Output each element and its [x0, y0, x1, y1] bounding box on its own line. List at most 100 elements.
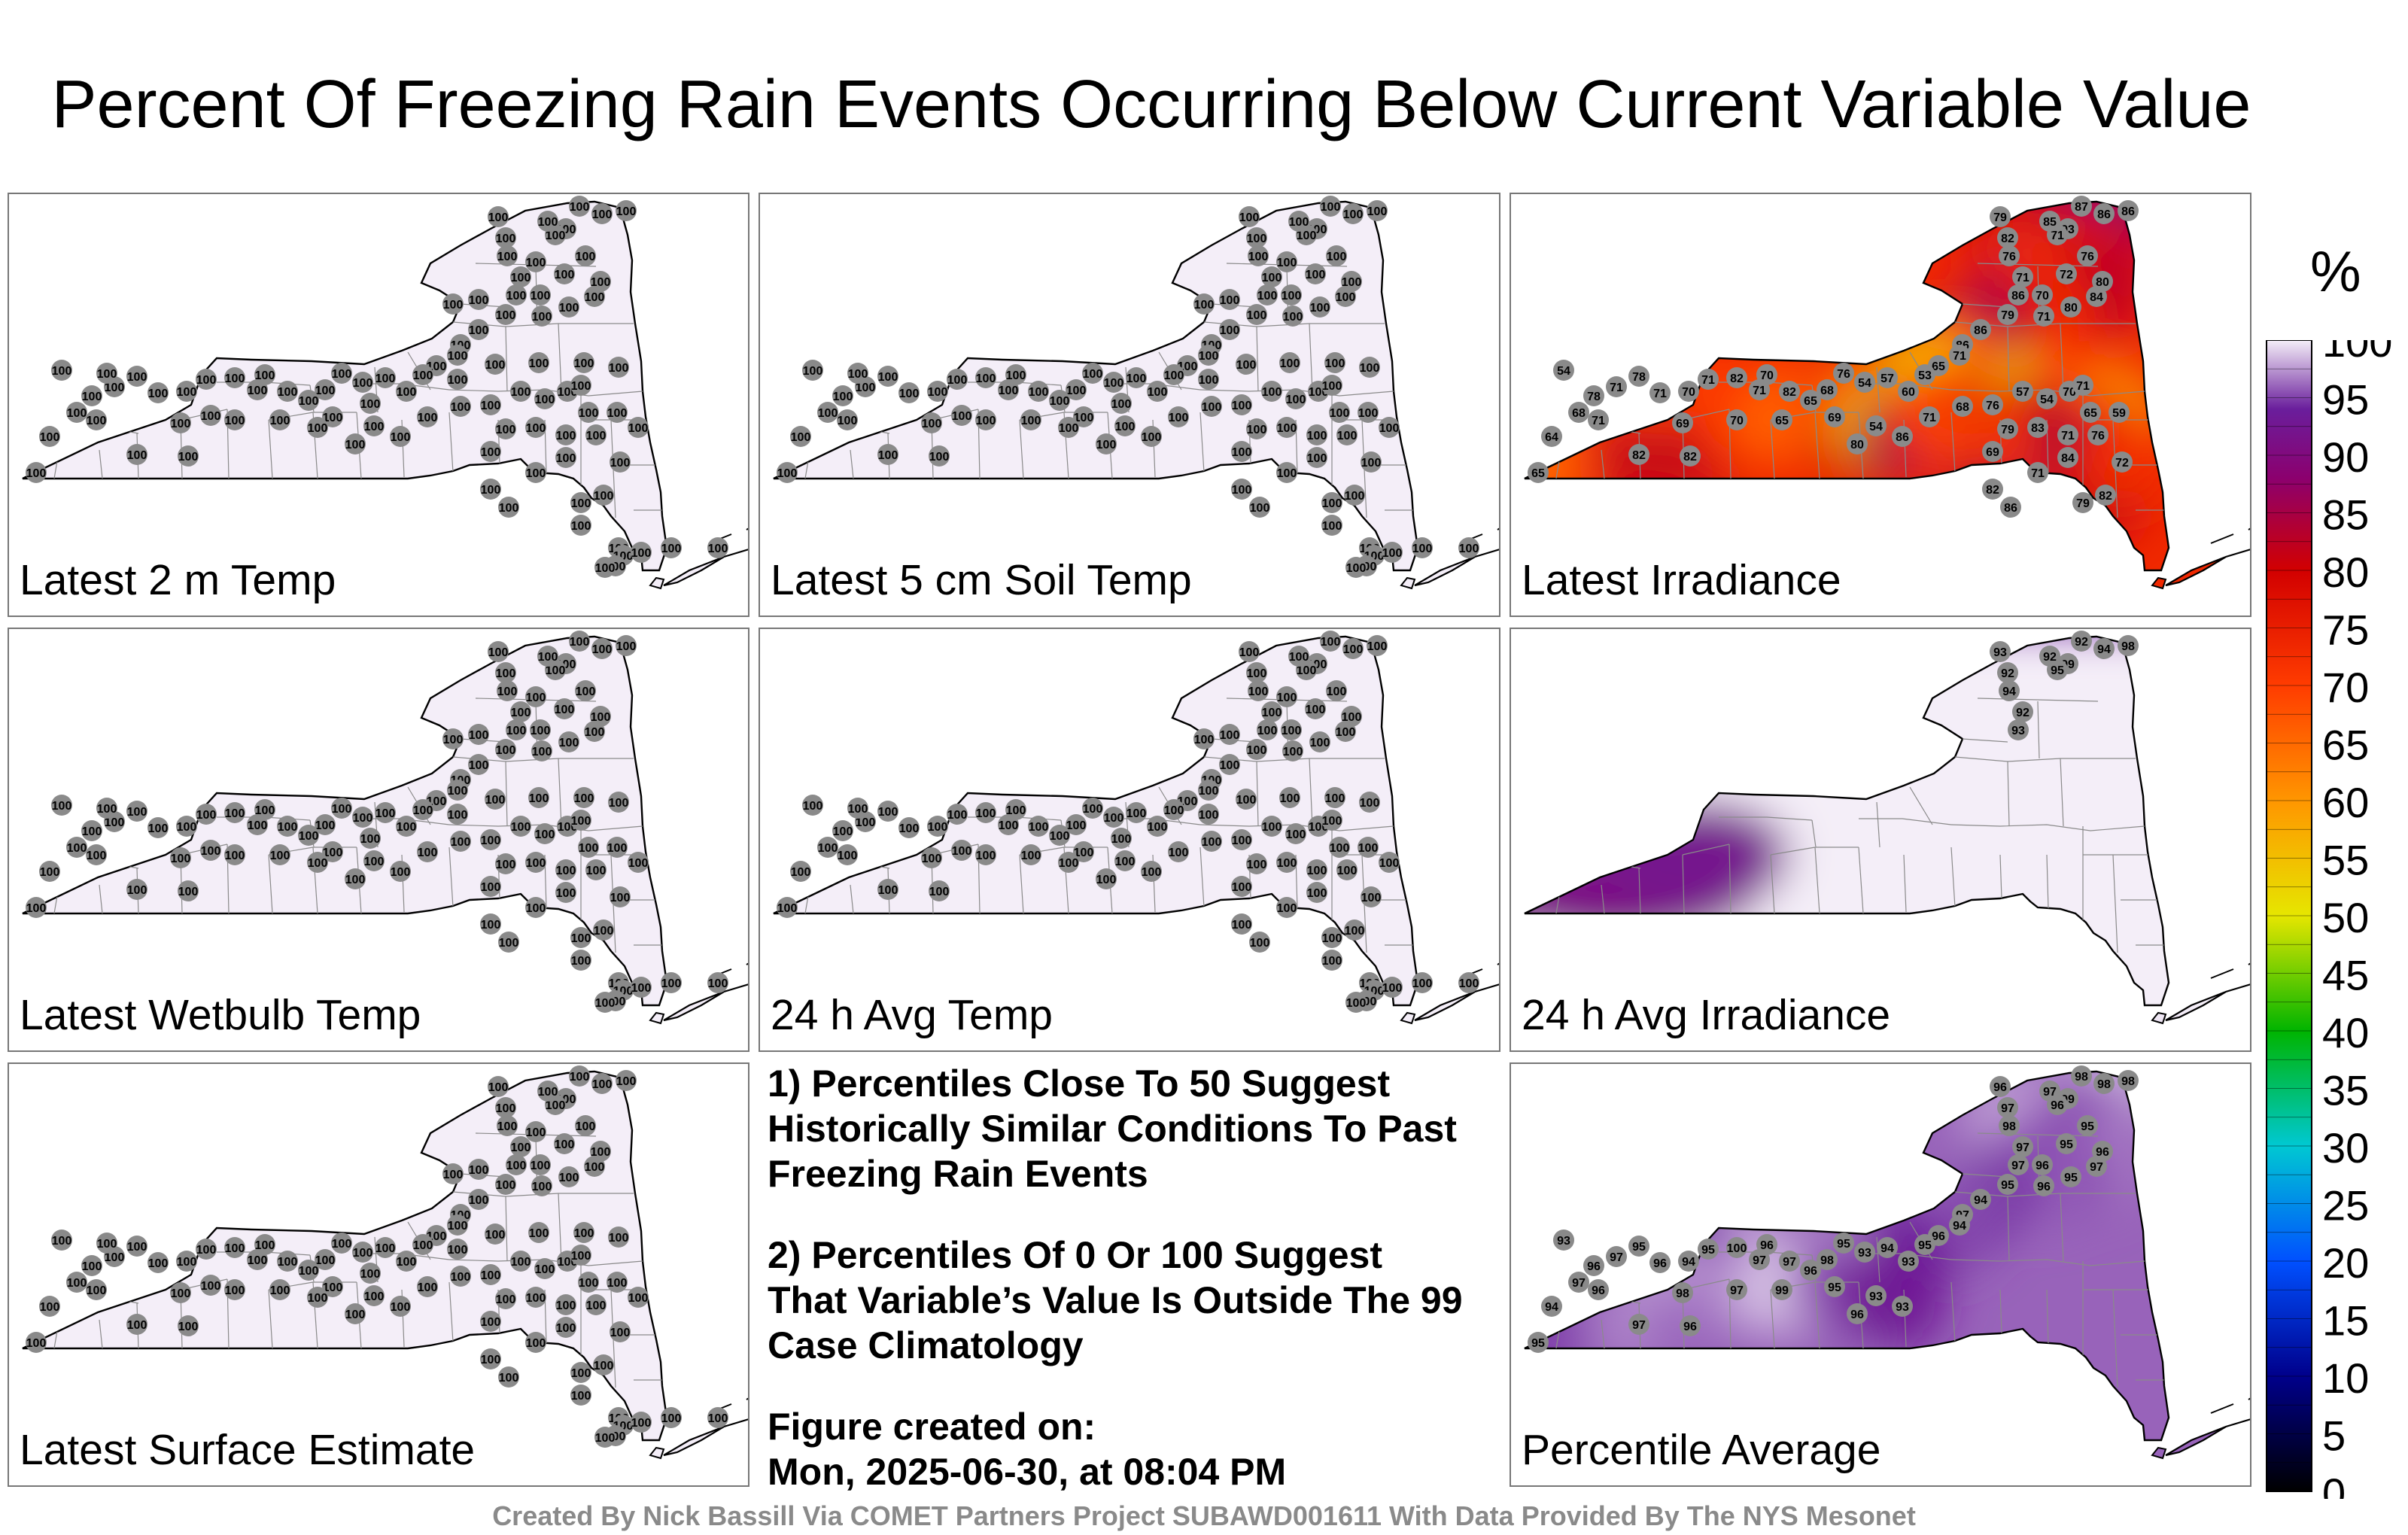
station-value: 92 — [2043, 651, 2057, 664]
station-value: 86 — [2011, 290, 2025, 302]
station-value: 92 — [2001, 667, 2014, 680]
station-marker: 100 — [442, 293, 464, 315]
station-value: 100 — [878, 884, 898, 897]
station-value: 100 — [535, 828, 555, 841]
station-marker: 100 — [506, 1154, 527, 1175]
notes-block: 1) Percentiles Close To 50 Suggest Histo… — [768, 1061, 1467, 1530]
station-marker: 65 — [1528, 462, 1549, 483]
station-value: 100 — [1220, 759, 1240, 772]
station-marker: 97 — [1997, 1097, 2018, 1118]
station-value: 71 — [1653, 388, 1667, 400]
station-value: 100 — [1029, 386, 1049, 399]
station-value: 71 — [1610, 381, 1623, 394]
station-marker: 100 — [790, 861, 811, 882]
station-value: 96 — [2037, 1181, 2051, 1193]
station-marker: 100 — [525, 852, 546, 873]
station-marker: 100 — [495, 418, 516, 439]
station-value: 100 — [856, 381, 876, 394]
station-value: 98 — [1820, 1254, 1834, 1267]
station-value: 71 — [2061, 430, 2075, 442]
station-value: 100 — [609, 362, 629, 375]
station-value: 100 — [571, 497, 591, 510]
station-marker: 100 — [352, 372, 373, 393]
station-value: 100 — [546, 664, 566, 677]
station-value: 100 — [488, 646, 509, 659]
station-marker: 97 — [2039, 1081, 2060, 1102]
station-value: 100 — [631, 982, 652, 995]
station-value: 54 — [2040, 394, 2054, 406]
station-marker: 71 — [1919, 406, 1940, 427]
station-value: 72 — [2115, 457, 2129, 470]
station-marker: 95 — [1914, 1234, 1935, 1255]
station-marker: 100 — [269, 844, 290, 865]
station-marker: 100 — [578, 1272, 599, 1293]
station-value: 100 — [929, 451, 950, 464]
station-marker: 100 — [412, 364, 433, 385]
station-marker: 100 — [1359, 792, 1380, 813]
station-value: 100 — [922, 853, 942, 865]
station-value: 100 — [576, 685, 596, 698]
station-value: 100 — [1337, 430, 1358, 442]
station-value: 100 — [196, 809, 217, 822]
station-value: 86 — [2121, 205, 2135, 218]
station-value: 100 — [532, 311, 552, 324]
station-value: 100 — [1202, 836, 1222, 849]
station-marker: 97 — [1568, 1272, 1589, 1293]
station-marker: 100 — [1198, 804, 1219, 825]
station-value: 100 — [833, 391, 853, 403]
station-marker: 100 — [1281, 284, 1302, 305]
station-marker: 100 — [1103, 807, 1124, 828]
station-marker: 100 — [1246, 853, 1267, 874]
station-value: 100 — [1277, 422, 1297, 435]
station-marker: 100 — [1049, 390, 1070, 411]
station-marker: 82 — [1779, 381, 1800, 402]
station-marker: 100 — [1306, 859, 1327, 880]
station-value: 100 — [526, 257, 546, 269]
station-marker: 100 — [1276, 897, 1297, 918]
station-value: 96 — [2051, 1099, 2064, 1112]
station-marker: 100 — [450, 831, 471, 852]
station-value: 100 — [1280, 792, 1300, 805]
station-value: 100 — [538, 1086, 558, 1099]
station-marker: 100 — [176, 816, 197, 837]
station-value: 100 — [1202, 401, 1222, 414]
station-marker: 100 — [777, 462, 798, 483]
station-marker: 86 — [1970, 319, 1991, 340]
station-marker: 76 — [1982, 394, 2003, 415]
station-value: 100 — [574, 1227, 594, 1240]
station-value: 100 — [1360, 797, 1380, 810]
station-value: 100 — [1306, 704, 1326, 716]
station-marker: 100 — [1058, 417, 1079, 438]
station-marker: 100 — [126, 366, 147, 387]
station-marker: 100 — [86, 844, 107, 865]
station-marker: 100 — [1257, 284, 1278, 305]
station-value: 100 — [609, 1232, 629, 1245]
station-value: 100 — [856, 816, 876, 829]
station-value: 100 — [526, 857, 546, 870]
station-value: 100 — [105, 381, 125, 394]
station-marker: 100 — [345, 1303, 366, 1324]
station-marker: 96 — [1583, 1255, 1604, 1276]
station-marker: 100 — [196, 369, 217, 390]
station-value: 100 — [952, 845, 972, 858]
station-value: 100 — [594, 1360, 614, 1372]
station-value: 100 — [299, 395, 319, 408]
station-marker: 100 — [1382, 977, 1403, 998]
station-marker: 100 — [1141, 861, 1162, 882]
station-value: 96 — [2096, 1146, 2109, 1159]
station-marker: 100 — [525, 417, 546, 438]
station-value: 100 — [496, 667, 516, 680]
station-marker: 100 — [525, 1332, 546, 1353]
station-value: 100 — [171, 853, 191, 865]
station-value: 100 — [1459, 543, 1479, 555]
station-marker: 100 — [569, 631, 590, 652]
station-marker: 100 — [450, 1266, 471, 1287]
station-value: 100 — [127, 371, 147, 384]
station-value: 100 — [299, 830, 319, 843]
station-marker: 95 — [1833, 1233, 1854, 1254]
station-value: 96 — [1587, 1260, 1601, 1273]
station-marker: 100 — [1276, 417, 1297, 438]
station-marker: 100 — [485, 789, 506, 810]
station-value: 100 — [1459, 977, 1479, 990]
